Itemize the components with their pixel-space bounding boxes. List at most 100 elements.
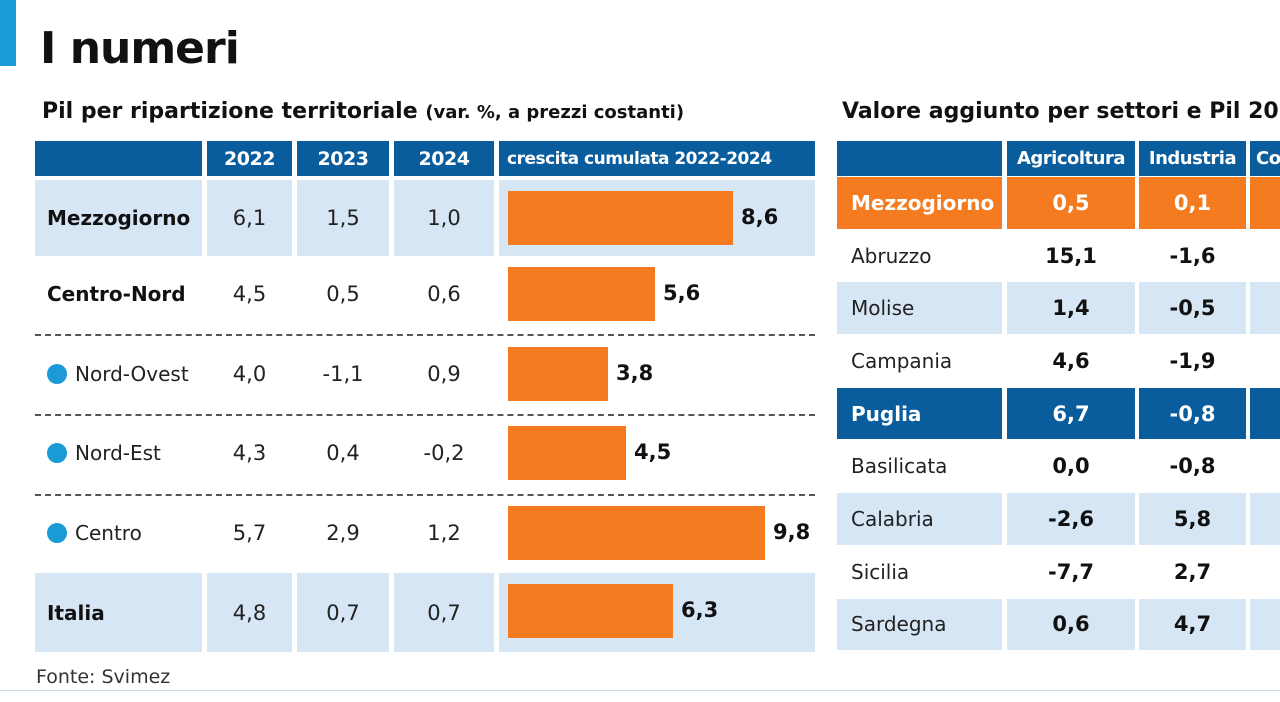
rt-value-cell: 0,0 — [1052, 454, 1090, 479]
rt-value-cell: 4,6 — [1052, 348, 1090, 373]
rt-value-cell: 6,7 — [1007, 387, 1135, 440]
value-cell: 4,8 — [207, 573, 292, 652]
rt-value-cell: -0,5 — [1139, 282, 1246, 335]
rt-value-cell: 15,1 — [1045, 243, 1097, 268]
value-cell: 1,5 — [297, 180, 389, 256]
row-label: Centro — [35, 495, 202, 571]
row-label: Mezzogiorno — [35, 180, 202, 256]
row-label-text: Centro — [75, 521, 142, 545]
rt-value-cell: 5,8 — [1139, 493, 1246, 545]
bottom-divider — [0, 690, 1280, 691]
rt-value-cell: 0,5 — [1007, 177, 1135, 229]
rt-row-label: Abruzzo — [851, 243, 932, 268]
value-cell: 0,7 — [297, 573, 389, 652]
rt-cut-cell — [1250, 335, 1280, 387]
rt-row-label: Sardegna — [837, 598, 1002, 651]
rt-row-label: Puglia — [837, 387, 1002, 440]
rt-row-label: Basilicata — [851, 454, 948, 479]
rt-row-label: Mezzogiorno — [837, 177, 1002, 229]
value-cell: 4,0 — [232, 362, 267, 386]
rt-value-cell: 0,1 — [1139, 177, 1246, 229]
bar — [508, 584, 673, 638]
rt-value-cell: 1,4 — [1007, 282, 1135, 335]
region-dot-icon — [47, 523, 67, 543]
bar-value-label: 9,8 — [773, 520, 811, 544]
header-col-4: crescita cumulata 2022-2024 — [499, 141, 815, 176]
value-cell: 0,4 — [326, 441, 360, 465]
value-cell: 6,1 — [207, 180, 292, 256]
value-cell: 0,6 — [427, 282, 461, 306]
rt-header-col-2: Industria — [1139, 141, 1246, 176]
region-dot-icon — [47, 443, 67, 463]
rt-value-cell: -1,9 — [1169, 348, 1216, 373]
right-table-title: Valore aggiunto per settori e Pil 20 — [842, 99, 1279, 124]
rt-value-cell: 4,7 — [1139, 598, 1246, 651]
rt-value-cell: -0,8 — [1169, 454, 1216, 479]
value-cell: 4,5 — [232, 282, 267, 306]
header-col-3: 2024 — [394, 141, 494, 176]
value-cell: 2,9 — [326, 521, 360, 545]
rt-value-cell: 2,7 — [1173, 559, 1212, 584]
source-note: Fonte: Svimez — [36, 666, 171, 688]
accent-bar — [0, 0, 16, 66]
bar — [508, 191, 733, 245]
bar-value-label: 8,6 — [741, 205, 779, 229]
rt-cut-cell — [1250, 387, 1280, 440]
bar-value-label: 4,5 — [634, 440, 672, 464]
header-col-2: 2023 — [297, 141, 389, 176]
rt-cut-cell — [1250, 282, 1280, 335]
row-label: Italia — [35, 573, 202, 652]
left-chart-title: Pil per ripartizione territoriale (var. … — [42, 98, 684, 127]
bar-value-label: 5,6 — [663, 281, 701, 305]
value-cell: 0,5 — [326, 282, 360, 306]
rt-row-label: Calabria — [837, 493, 1002, 545]
row-label-text: Mezzogiorno — [47, 206, 191, 230]
rt-value-cell: -0,8 — [1139, 387, 1246, 440]
rt-cut-cell — [1250, 546, 1280, 598]
row-label-text: Centro-Nord — [47, 282, 186, 306]
bar — [508, 426, 626, 480]
left-chart-title-main: Pil per ripartizione territoriale — [42, 99, 418, 124]
value-cell: 0,9 — [427, 362, 461, 386]
value-cell: 1,2 — [427, 521, 461, 545]
row-label: Nord-Ovest — [35, 336, 202, 412]
rt-row-label: Molise — [837, 282, 1002, 335]
value-cell: 0,7 — [394, 573, 494, 652]
row-label: Centro-Nord — [35, 256, 202, 332]
left-chart-title-note: (var. %, a prezzi costanti) — [425, 102, 685, 123]
row-label-text: Italia — [47, 600, 105, 625]
rt-header-blank — [837, 141, 1002, 176]
bar — [508, 267, 655, 321]
rt-value-cell: -1,6 — [1169, 243, 1216, 268]
row-separator — [35, 414, 815, 416]
value-cell: -0,2 — [423, 441, 465, 465]
bar-value-label: 6,3 — [681, 598, 719, 622]
rt-row-label: Campania — [851, 348, 953, 373]
page-title: I numeri — [40, 23, 240, 74]
value-cell: -1,1 — [322, 362, 364, 386]
row-label-text: Nord-Ovest — [75, 362, 189, 386]
header-blank — [35, 141, 202, 176]
rt-cut-cell — [1250, 493, 1280, 545]
rt-cut-cell — [1250, 177, 1280, 229]
rt-header-col-3: Co — [1250, 141, 1280, 176]
rt-row-label: Sicilia — [851, 559, 910, 584]
rt-cut-cell — [1250, 598, 1280, 651]
row-label: Nord-Est — [35, 415, 202, 491]
value-cell: 4,3 — [232, 441, 267, 465]
row-separator — [35, 334, 815, 336]
rt-cut-cell — [1250, 230, 1280, 282]
rt-value-cell: -7,7 — [1048, 559, 1094, 584]
region-dot-icon — [47, 364, 67, 384]
bar — [508, 506, 765, 560]
rt-cut-cell — [1250, 441, 1280, 493]
header-col-1: 2022 — [207, 141, 292, 176]
rt-header-col-1: Agricoltura — [1007, 141, 1135, 176]
bar — [508, 347, 608, 401]
value-cell: 1,0 — [394, 180, 494, 256]
row-label-text: Nord-Est — [75, 441, 161, 465]
row-separator — [35, 494, 815, 496]
bar-value-label: 3,8 — [616, 361, 654, 385]
rt-value-cell: -2,6 — [1007, 493, 1135, 545]
rt-value-cell: 0,6 — [1007, 598, 1135, 651]
